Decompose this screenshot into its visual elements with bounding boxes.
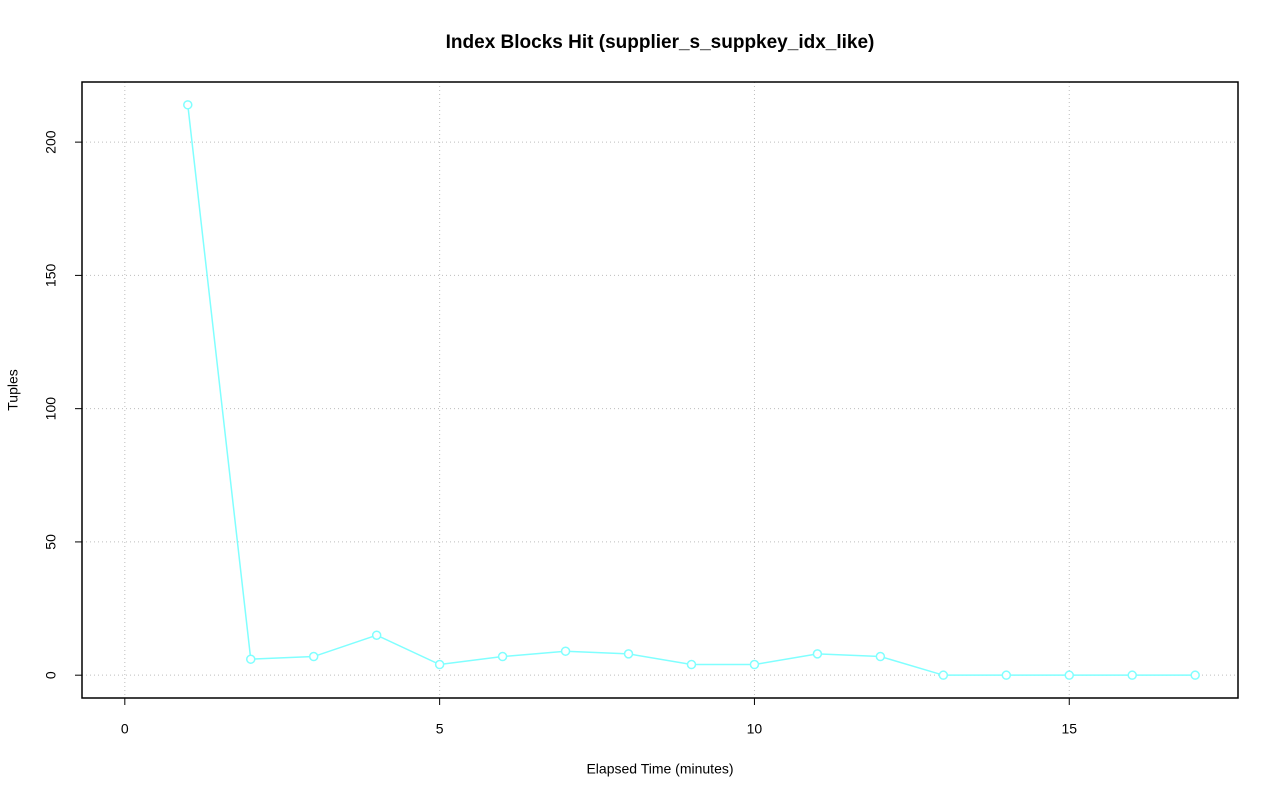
x-axis-label: Elapsed Time (minutes) <box>586 761 733 777</box>
x-tick-label: 15 <box>1061 721 1077 737</box>
data-line <box>187 104 1196 676</box>
x-tick-label: 5 <box>436 721 444 737</box>
chart-title: Index Blocks Hit (supplier_s_suppkey_idx… <box>446 32 875 53</box>
data-point <box>1127 670 1137 680</box>
data-point <box>308 651 319 662</box>
y-tick-label: 200 <box>43 130 59 154</box>
y-tick-label: 150 <box>43 264 59 288</box>
data-point <box>183 100 193 110</box>
data-point <box>1190 670 1200 680</box>
data-point <box>371 630 382 640</box>
y-tick-label: 50 <box>43 534 59 550</box>
data-point <box>623 649 634 659</box>
x-tick-label: 0 <box>121 721 129 737</box>
data-point <box>812 649 823 659</box>
y-tick-label: 100 <box>43 397 59 421</box>
data-point <box>245 654 256 664</box>
data-point <box>560 646 571 656</box>
data-point <box>1001 670 1012 680</box>
plot-frame <box>81 81 1239 699</box>
x-tick-label: 10 <box>747 721 763 737</box>
y-axis-label: Tuples <box>5 369 21 411</box>
data-point <box>749 659 760 670</box>
data-point <box>938 670 949 680</box>
data-point <box>497 651 508 662</box>
data-point <box>434 659 445 670</box>
data-point <box>1064 670 1075 680</box>
y-tick-label: 0 <box>43 671 59 679</box>
data-point <box>686 659 697 670</box>
data-point <box>875 651 886 662</box>
